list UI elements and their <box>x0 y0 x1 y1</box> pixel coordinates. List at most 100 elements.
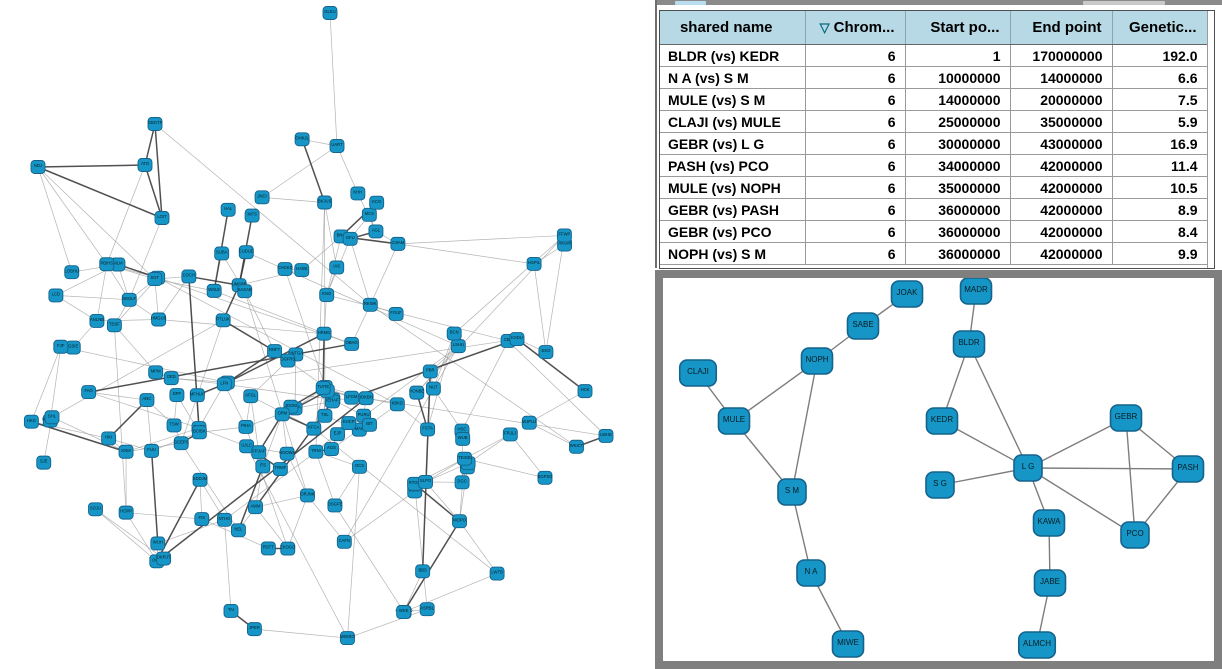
cell-start-point[interactable]: 36000000 <box>905 198 1011 221</box>
overview-node[interactable]: TEIGB <box>457 451 472 466</box>
column-header-end-point[interactable]: End point <box>1010 11 1113 45</box>
column-header-start-point[interactable]: Start po... <box>905 11 1011 45</box>
cell-end-point[interactable]: 170000000 <box>1010 44 1113 67</box>
cell-start-point[interactable]: 36000000 <box>905 242 1011 265</box>
overview-node[interactable]: TUITE <box>315 381 331 395</box>
detail-node-s-m[interactable]: S M <box>777 478 807 506</box>
overview-node[interactable]: SLPO <box>418 474 433 489</box>
cell-chromosome[interactable]: 6 <box>805 154 906 177</box>
overview-node[interactable]: TRNI <box>308 444 324 459</box>
cell-chromosome[interactable]: 6 <box>805 66 906 89</box>
overview-node[interactable]: MOPO <box>452 514 467 529</box>
overview-node[interactable]: HOPP <box>118 505 134 520</box>
cell-chromosome[interactable]: 6 <box>805 220 906 243</box>
detail-node-pco[interactable]: PCO <box>1120 521 1150 549</box>
overview-node[interactable]: SGT <box>147 272 163 287</box>
overview-node[interactable]: SASAB <box>237 284 253 299</box>
overview-node[interactable]: TAI <box>223 604 239 618</box>
cell-genetic[interactable]: 8.4 <box>1112 220 1208 243</box>
overview-node[interactable]: PIHA <box>238 419 254 434</box>
cell-end-point[interactable]: 42000000 <box>1010 220 1113 243</box>
overview-node[interactable]: DPF <box>169 388 185 402</box>
cell-end-point[interactable]: 20000000 <box>1010 88 1113 111</box>
overview-node[interactable]: KFCA <box>306 421 322 436</box>
table-row[interactable]: MULE (vs) NOPH 6 35000000 42000000 10.5 <box>660 176 1208 199</box>
detail-node-n-a[interactable]: N A <box>796 559 826 587</box>
overview-node[interactable]: TDSF <box>106 318 122 333</box>
cell-chromosome[interactable]: 6 <box>805 132 906 155</box>
cell-end-point[interactable]: 42000000 <box>1010 154 1113 177</box>
overview-node[interactable]: OKRJT <box>156 551 172 566</box>
active-tab-indicator[interactable] <box>675 1 706 5</box>
overview-node[interactable]: MFHUH <box>190 388 205 403</box>
cell-chromosome[interactable]: 6 <box>805 198 906 221</box>
overview-node[interactable]: HCK <box>577 384 593 399</box>
detail-node-pash[interactable]: PASH <box>1171 455 1205 483</box>
cell-genetic[interactable]: 6.6 <box>1112 66 1208 89</box>
table-row[interactable]: NOPH (vs) S M 6 36000000 42000000 9.9 <box>660 242 1208 265</box>
overview-node[interactable]: OCS <box>352 459 367 474</box>
overview-node[interactable]: HAL <box>220 202 236 217</box>
overview-node[interactable]: IAS <box>329 260 345 275</box>
overview-node[interactable]: HAIIB <box>294 263 310 278</box>
detail-node-miwe[interactable]: MIWE <box>831 630 865 658</box>
cell-start-point[interactable]: 10000000 <box>905 66 1011 89</box>
detail-node-almch[interactable]: ALMCH <box>1017 631 1057 659</box>
detail-node-mule[interactable]: MULE <box>717 407 751 435</box>
overview-node[interactable]: LOIT <box>154 211 170 225</box>
overview-node[interactable]: SOJU <box>88 502 103 517</box>
cell-genetic[interactable]: 8.9 <box>1112 198 1208 221</box>
cell-start-point[interactable]: 34000000 <box>905 154 1011 177</box>
overview-node[interactable]: CHGKD <box>277 262 293 277</box>
overview-node[interactable]: WUH <box>150 536 166 551</box>
detail-node-noph[interactable]: NOPH <box>800 347 834 375</box>
table-row[interactable]: CLAJI (vs) MULE 6 25000000 35000000 5.9 <box>660 110 1208 133</box>
overview-node[interactable]: NUT <box>425 381 441 396</box>
cell-shared-name[interactable]: GEBR (vs) PCO <box>660 220 806 243</box>
table-row[interactable]: GEBR (vs) PCO 6 36000000 42000000 8.4 <box>660 220 1208 243</box>
overview-node[interactable]: WJPUJ <box>521 415 537 430</box>
overview-node[interactable]: WSLE <box>206 283 222 298</box>
detail-node-claji[interactable]: CLAJI <box>678 359 718 387</box>
overview-node[interactable]: GLEU <box>322 6 338 20</box>
overview-node[interactable]: SHL <box>44 410 60 425</box>
vertical-scrollbar-track[interactable] <box>1207 11 1214 268</box>
overview-node[interactable]: OGFRS <box>280 353 295 368</box>
table-row[interactable]: BLDR (vs) KEDR 6 1 170000000 192.0 <box>660 44 1208 67</box>
cell-genetic[interactable]: 11.4 <box>1112 154 1208 177</box>
detail-node-joak[interactable]: JOAK <box>890 280 924 308</box>
overview-node[interactable]: CUDUD <box>239 245 254 260</box>
cell-shared-name[interactable]: BLDR (vs) KEDR <box>660 44 806 67</box>
cell-shared-name[interactable]: NOPH (vs) S M <box>660 242 806 265</box>
cell-shared-name[interactable]: GEBR (vs) L G <box>660 132 806 155</box>
cell-start-point[interactable]: 35000000 <box>905 176 1011 199</box>
overview-node[interactable]: KBKD <box>389 397 405 412</box>
detail-node-kedr[interactable]: KEDR <box>925 407 959 435</box>
cell-genetic[interactable]: 192.0 <box>1112 44 1208 67</box>
cell-start-point[interactable]: 30000000 <box>905 132 1011 155</box>
cell-start-point[interactable]: 36000000 <box>905 220 1011 243</box>
table-row[interactable]: PASH (vs) PCO 6 34000000 42000000 11.4 <box>660 154 1208 177</box>
overview-node[interactable]: NTHG <box>217 512 232 527</box>
detail-node-bldr[interactable]: BLDR <box>952 330 986 358</box>
cell-genetic[interactable]: 9.9 <box>1112 242 1208 265</box>
overview-node[interactable]: ATD <box>137 158 153 172</box>
overview-network-canvas[interactable]: GLEUUARTNDJGBGTFATDLOITKFCALOBHUJEPUKIFS… <box>0 0 648 669</box>
cell-end-point[interactable]: 14000000 <box>1010 66 1113 89</box>
cell-shared-name[interactable]: CLAJI (vs) MULE <box>660 110 806 133</box>
detail-node-l-g[interactable]: L G <box>1013 454 1043 482</box>
detail-node-gebr[interactable]: GEBR <box>1109 404 1143 432</box>
overview-node[interactable]: KNO <box>319 288 335 302</box>
overview-node[interactable]: UART <box>329 139 345 153</box>
overview-node[interactable]: OJIAM <box>390 236 406 251</box>
overview-node[interactable]: ITS <box>255 459 271 474</box>
overview-node[interactable]: PTLUK <box>215 313 231 328</box>
overview-node[interactable]: FPJAF <box>251 445 267 460</box>
overview-node[interactable]: WSE <box>396 605 412 620</box>
overview-node[interactable]: COCH <box>181 269 197 284</box>
cell-genetic[interactable]: 7.5 <box>1112 88 1208 111</box>
cell-shared-name[interactable]: PASH (vs) PCO <box>660 154 806 177</box>
overview-node[interactable]: JNCI <box>254 190 270 205</box>
cell-start-point[interactable]: 1 <box>905 44 1011 67</box>
detail-node-madr[interactable]: MADR <box>959 278 993 305</box>
